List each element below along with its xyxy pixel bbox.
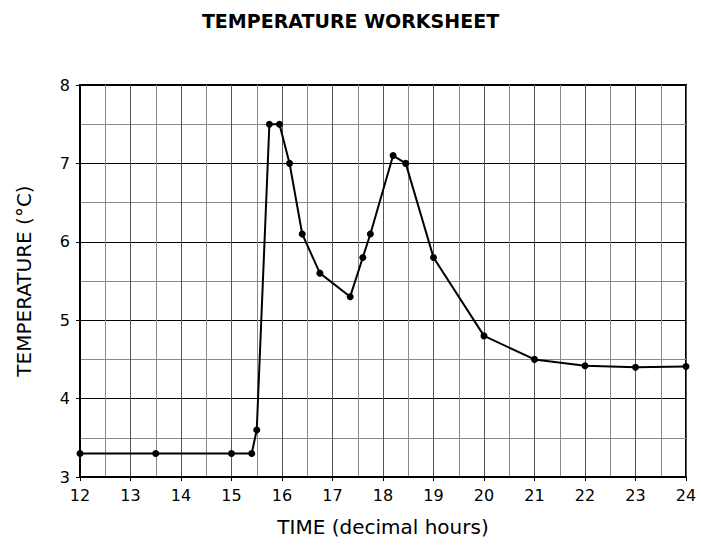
svg-text:22: 22 <box>575 486 595 505</box>
svg-text:6: 6 <box>60 232 70 251</box>
svg-text:TIME (decimal hours): TIME (decimal hours) <box>276 515 488 539</box>
svg-text:18: 18 <box>373 486 393 505</box>
svg-text:21: 21 <box>524 486 544 505</box>
svg-text:7: 7 <box>60 154 70 173</box>
svg-text:15: 15 <box>221 486 241 505</box>
svg-text:20: 20 <box>474 486 494 505</box>
svg-text:3: 3 <box>60 468 70 487</box>
svg-text:12: 12 <box>70 486 90 505</box>
svg-text:16: 16 <box>272 486 292 505</box>
svg-text:14: 14 <box>171 486 191 505</box>
svg-text:19: 19 <box>423 486 443 505</box>
svg-text:17: 17 <box>322 486 342 505</box>
svg-text:24: 24 <box>676 486 696 505</box>
svg-text:TEMPERATURE WORKSHEET: TEMPERATURE WORKSHEET <box>202 10 499 32</box>
svg-text:4: 4 <box>60 389 70 408</box>
svg-text:13: 13 <box>120 486 140 505</box>
svg-text:23: 23 <box>625 486 645 505</box>
svg-text:5: 5 <box>60 311 70 330</box>
svg-text:8: 8 <box>60 76 70 95</box>
svg-text:TEMPERATURE (°C): TEMPERATURE (°C) <box>12 185 36 377</box>
